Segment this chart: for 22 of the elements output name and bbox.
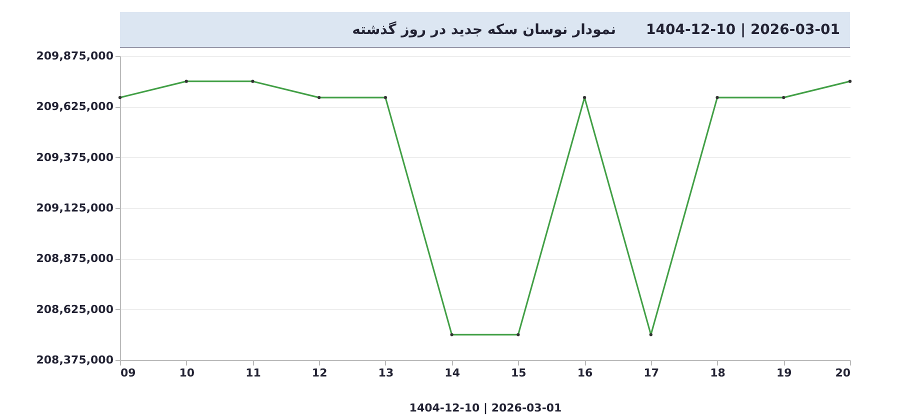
chart-subtitle: 1404-12-10 | 2026-03-01 (646, 22, 840, 38)
y-tick-label: 208,375,000 (36, 354, 114, 366)
y-tick-label: 209,375,000 (36, 150, 114, 164)
y-tick-label: 208,875,000 (36, 252, 114, 266)
x-axis-title: 1404-12-10 | 2026-03-01 (409, 402, 562, 414)
x-tick-label: 18 (710, 366, 726, 380)
x-tick-label: 16 (577, 366, 594, 380)
x-tick-label: 09 (120, 366, 136, 380)
x-tick-label: 15 (511, 366, 526, 380)
x-tick-label: 13 (378, 366, 394, 380)
x-tick-label: 14 (444, 366, 460, 380)
x-tick-label: 12 (312, 366, 328, 380)
x-tick-label: 19 (776, 366, 792, 380)
chart-title: نمودار نوسان سکه جدید در روز گذشته (352, 22, 616, 38)
y-tick-label: 209,125,000 (36, 202, 114, 214)
y-tick-label: 208,625,000 (36, 302, 114, 316)
y-tick-label: 209,625,000 (36, 100, 114, 114)
x-tick-label: 11 (246, 366, 261, 380)
x-tick-label: 17 (644, 366, 660, 380)
x-tick-label: 10 (179, 366, 195, 380)
x-tick-label: 20 (835, 366, 851, 380)
y-tick-label: 209,875,000 (36, 50, 114, 62)
